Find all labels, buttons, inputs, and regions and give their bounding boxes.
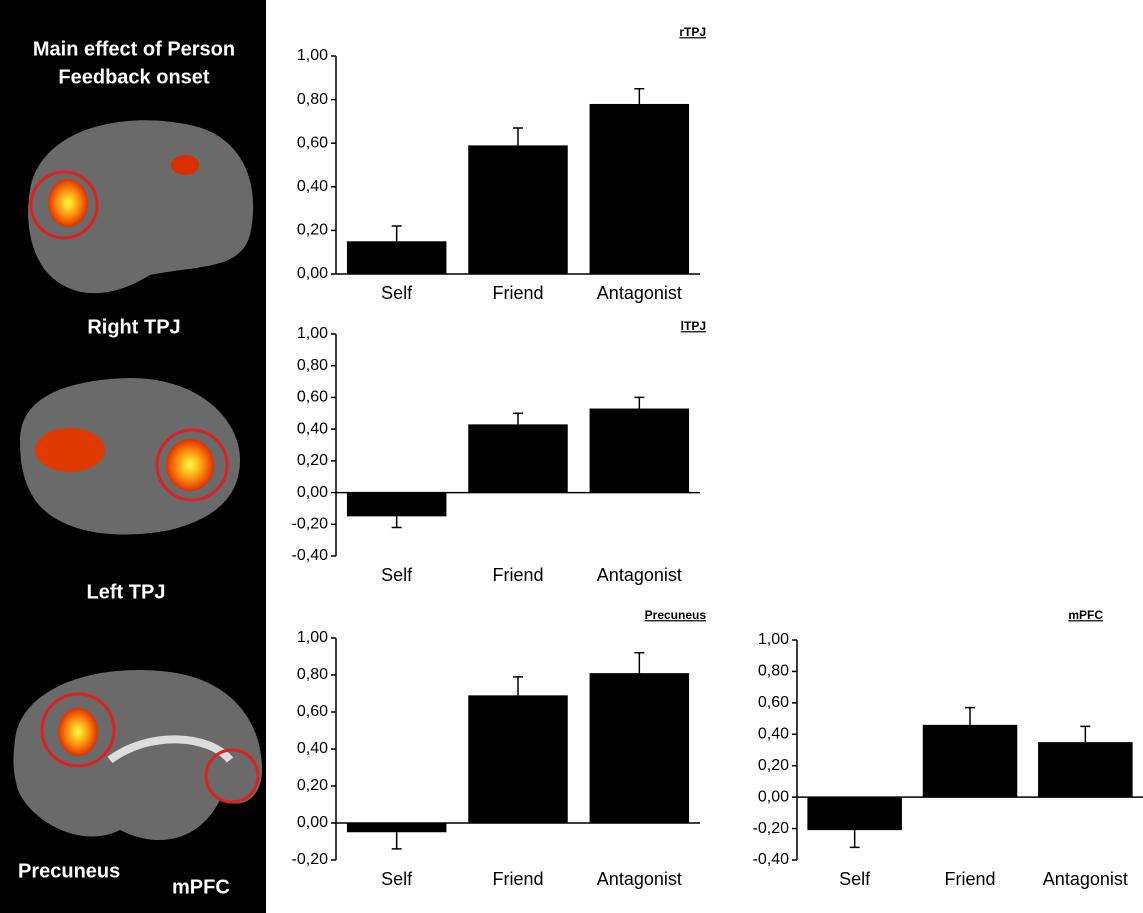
y-tick-label: -0,40 [292,547,329,564]
y-tick-label: 0,20 [297,452,328,469]
y-tick-label: 0,80 [297,91,328,108]
x-tick-label: Friend [492,869,543,889]
y-tick-label: -0,20 [753,820,790,837]
y-tick-label: 0,80 [297,666,328,683]
y-tick-label: 0,60 [297,134,328,151]
region-label: Precuneus [18,860,120,882]
error-bar [392,832,402,849]
error-bar [634,89,644,104]
bar [347,493,446,517]
error-bar [1080,726,1090,742]
figure: Main effect of Person Feedback onset Rig… [0,0,1143,913]
panel-title: Feedback onset [58,66,210,88]
bar [468,424,567,492]
y-tick-label: 1,00 [297,325,328,342]
error-bar [513,413,523,424]
y-tick-label: 0,40 [297,178,328,195]
chart-title: mPFC [1068,608,1103,622]
chart-title: rTPJ [679,25,706,39]
x-tick-label: Self [839,869,871,889]
y-tick-label: -0,20 [292,851,329,868]
error-bar [392,516,402,527]
bar [923,725,1018,797]
error-bar [634,397,644,408]
region-label: Left TPJ [87,581,166,603]
x-tick-label: Antagonist [1043,869,1128,889]
x-tick-label: Friend [944,869,995,889]
chart-title: Precuneus [645,608,707,622]
y-tick-label: -0,20 [292,516,329,533]
y-tick-label: 0,80 [297,357,328,374]
error-bar [513,128,523,145]
bar [590,104,689,274]
bar [468,145,567,274]
bar [590,673,689,823]
panel-title: Main effect of Person [33,38,235,60]
region-label: Right TPJ [87,316,180,338]
bar [1038,742,1133,797]
bar [807,797,902,830]
y-tick-label: 0,20 [297,222,328,239]
chart-title: lTPJ [681,319,706,333]
x-tick-label: Self [381,283,413,303]
error-bar [634,653,644,673]
x-tick-label: Antagonist [597,283,682,303]
x-tick-label: Antagonist [597,565,682,585]
x-tick-label: Friend [492,283,543,303]
y-tick-label: 0,00 [297,814,328,831]
y-tick-label: 0,00 [297,484,328,501]
y-tick-label: 0,20 [297,777,328,794]
error-bar [513,677,523,696]
y-tick-label: -0,40 [753,851,790,868]
y-tick-label: 0,60 [297,703,328,720]
error-bar [965,708,975,725]
x-tick-label: Self [381,565,413,585]
error-bar [850,830,860,847]
y-tick-label: 0,40 [758,726,789,743]
bar [590,409,689,493]
bar [468,695,567,823]
y-tick-label: 0,40 [297,740,328,757]
y-tick-label: 0,00 [297,265,328,282]
y-tick-label: 0,00 [758,788,789,805]
x-tick-label: Antagonist [597,869,682,889]
y-tick-label: 0,60 [297,389,328,406]
bar [347,823,446,832]
y-tick-label: 1,00 [297,47,328,64]
y-tick-label: 1,00 [297,629,328,646]
y-tick-label: 0,80 [758,663,789,680]
y-tick-label: 0,40 [297,420,328,437]
y-tick-label: 0,60 [758,694,789,711]
y-tick-label: 1,00 [758,631,789,648]
x-tick-label: Friend [492,565,543,585]
error-bar [392,226,402,241]
x-tick-label: Self [381,869,413,889]
region-label: mPFC [172,876,230,898]
bar [347,241,446,274]
y-tick-label: 0,20 [758,757,789,774]
brain-left [20,378,240,535]
